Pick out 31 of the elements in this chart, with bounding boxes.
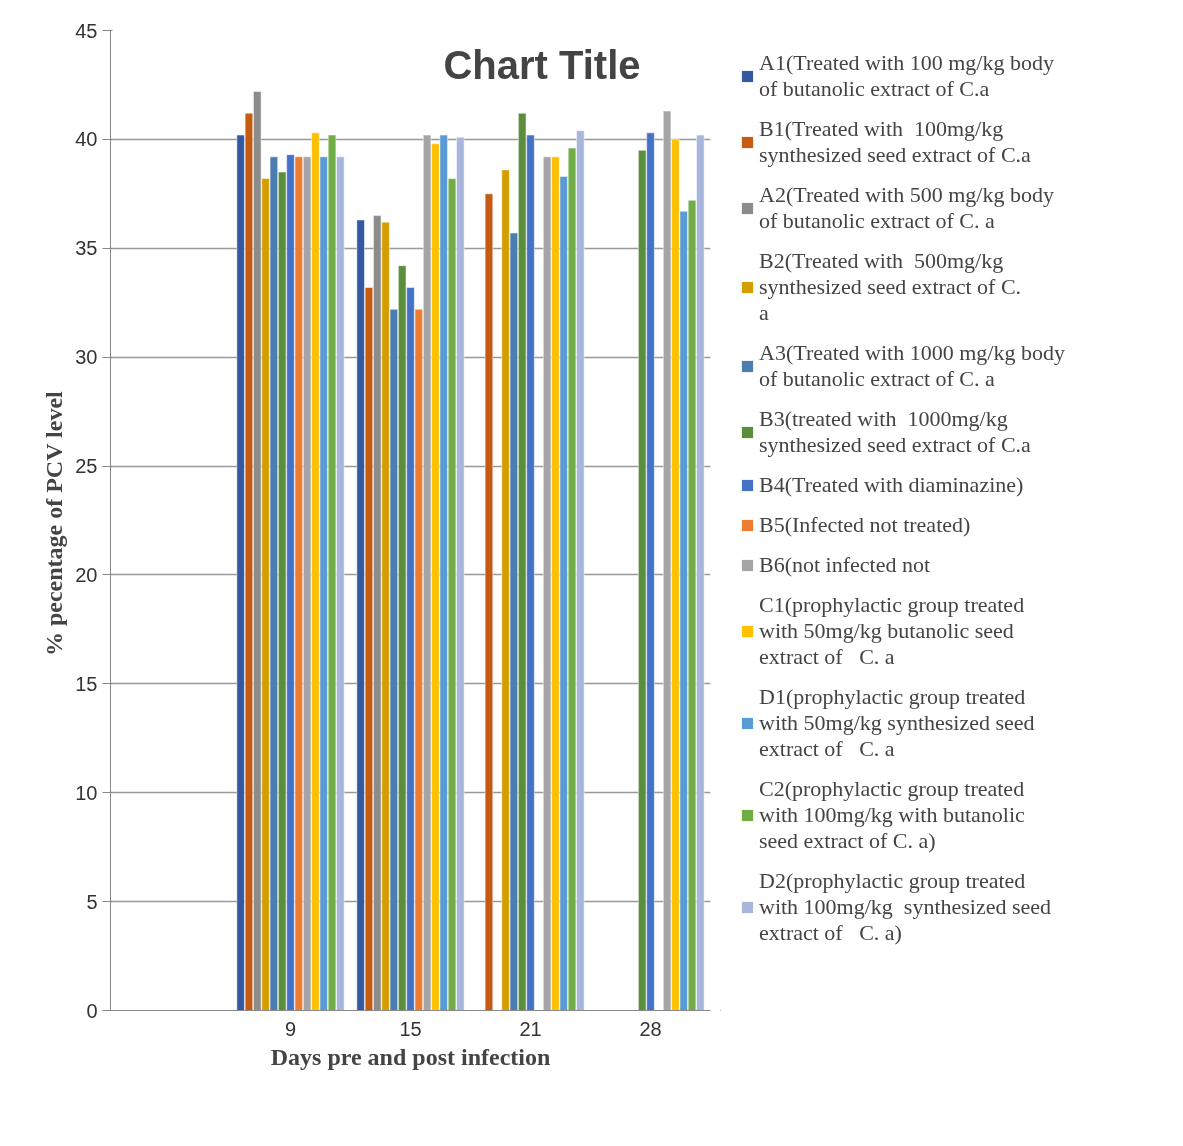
y-tick-label: 20 xyxy=(75,563,98,586)
y-tick-label: 15 xyxy=(75,672,98,695)
legend-label: B1(Treated with 100mg/kg synthesized seed extract of C.a xyxy=(759,116,1031,168)
legend-label: B6(not infected not xyxy=(759,552,931,578)
legend-label: D1(prophylactic group treated with 50mg/kg synthesized seed extract of C. a xyxy=(759,684,1035,762)
x-tick-label: 28 xyxy=(639,1017,662,1040)
chart-title: Chart Title xyxy=(443,42,641,87)
y-axis-title: % pecentage of PCV level xyxy=(41,390,68,657)
y-tick-label: 10 xyxy=(75,781,98,804)
y-tick-label: 30 xyxy=(75,346,98,369)
legend-label: B4(Treated with diaminazine) xyxy=(759,472,1024,498)
y-tick-label: 25 xyxy=(75,455,98,478)
y-tick-label: 0 xyxy=(86,999,98,1022)
y-tick-label: 35 xyxy=(75,237,98,260)
y-tick-label: 40 xyxy=(75,128,98,151)
y-tick-label: 5 xyxy=(86,890,98,913)
legend-label: A2(Treated with 500 mg/kg body of butanolic extract of C. a xyxy=(759,182,1054,234)
legend-label: A1(Treated with 100 mg/kg body of butanolic extract of C.a xyxy=(759,50,1054,102)
bar xyxy=(484,193,494,1011)
legend-label: B2(Treated with 500mg/kg synthesized seed extract of C. a xyxy=(759,248,1022,326)
y-tick-label: 45 xyxy=(75,19,98,42)
x-tick-label: 21 xyxy=(519,1017,542,1040)
legend-label: B3(treated with 1000mg/kg synthesized seed extract of C.a xyxy=(759,406,1031,458)
legend-label: C2(prophylactic group treated with 100mg/kg with butanolic seed extract of C. a) xyxy=(759,776,1025,854)
legend-label: D2(prophylactic group treated with 100mg/kg synthesized seed extract of C. a) xyxy=(759,868,1052,946)
x-tick-label: 9 xyxy=(284,1017,297,1040)
legend-label: C1(prophylactic group treated with 50mg/kg butanolic seed extract of C. a xyxy=(759,592,1025,670)
legend-label: B5(Infected not treated) xyxy=(759,512,971,538)
legend-label: A3(Treated with 1000 mg/kg body of butanolic extract of C. a xyxy=(759,340,1065,392)
x-axis-title: Days pre and post infection xyxy=(270,1043,551,1070)
x-tick-label: 15 xyxy=(399,1017,422,1040)
